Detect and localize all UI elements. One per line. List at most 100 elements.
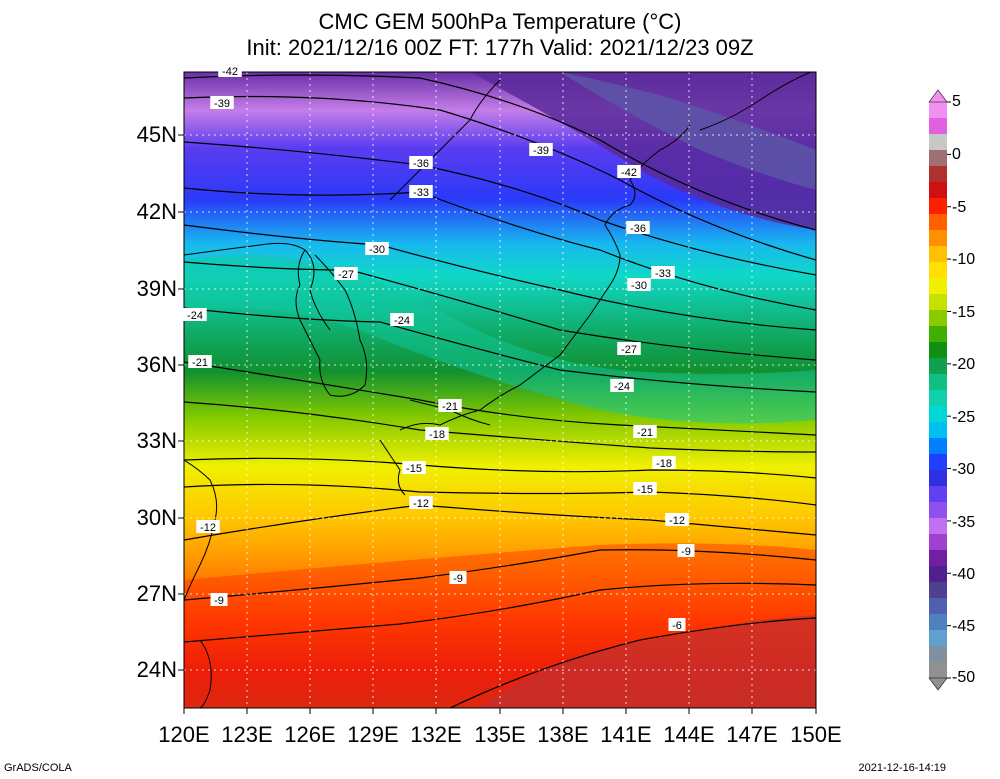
contour-label-box	[633, 482, 657, 495]
contour-label-box	[652, 456, 676, 469]
contour-label-box	[196, 520, 220, 533]
colorbar-swatch	[929, 262, 947, 279]
render-timestamp: 2021-12-16-14:19	[858, 762, 946, 774]
colorbar-swatch	[929, 390, 947, 407]
lat-label: 24N	[136, 657, 177, 682]
lon-label: 120E	[158, 722, 210, 747]
colorbar-swatch	[929, 150, 947, 167]
colorbar-swatch	[929, 374, 947, 391]
colorbar-swatch	[929, 278, 947, 295]
lon-label: 141E	[600, 722, 652, 747]
contour-label: -24	[394, 315, 410, 327]
contour-label-box	[668, 618, 686, 631]
contour-label-box	[334, 267, 358, 280]
contour-label-box	[438, 399, 462, 412]
lat-label: 39N	[136, 276, 177, 301]
contour-label-box	[449, 571, 467, 584]
contour-label: -21	[637, 427, 653, 439]
contour-label-box	[610, 379, 634, 392]
colorbar-swatch	[929, 310, 947, 327]
colorbar-tick-label: -20	[952, 356, 976, 373]
colorbar-tick-label: -25	[952, 409, 976, 426]
contour-label: -15	[406, 463, 422, 475]
contour-label: -27	[338, 269, 354, 281]
colorbar-swatch	[929, 630, 947, 647]
colorbar-swatch	[929, 134, 947, 151]
contour-label-box	[409, 156, 433, 169]
colorbar-swatch	[929, 214, 947, 231]
coastlines	[184, 72, 813, 708]
contour-label: -36	[413, 158, 429, 170]
contour-label: -9	[453, 573, 463, 585]
colorbar-swatch	[929, 550, 947, 567]
colorbar-swatch	[929, 246, 947, 263]
contour-label: -33	[655, 268, 671, 280]
colorbar-swatch	[929, 502, 947, 519]
contour-label: -12	[200, 522, 216, 534]
contour-label-box	[651, 266, 675, 279]
lat-label: 45N	[136, 122, 177, 147]
contour-label-box	[183, 308, 207, 321]
contour-label-box	[425, 427, 449, 440]
colorbar-tick-label: 5	[952, 93, 961, 110]
contour-label-box	[665, 513, 689, 526]
contour-label-box	[402, 461, 426, 474]
colorbar-swatch	[929, 326, 947, 343]
contour-label: -36	[630, 223, 646, 235]
colorbar-swatch	[929, 358, 947, 375]
colorbar-tick-label: -30	[952, 461, 976, 478]
contour-label-box	[626, 221, 650, 234]
lon-label: 144E	[663, 722, 715, 747]
colorbar-tick-label: -40	[952, 566, 976, 583]
lon-label: 135E	[474, 722, 526, 747]
colorbar-swatch	[929, 598, 947, 615]
contour-label: -12	[413, 498, 429, 510]
colorbar-tick-label: -50	[952, 669, 976, 686]
contour-label: -42	[222, 66, 238, 78]
colorbar-swatch	[929, 662, 947, 679]
contour-label-box	[218, 64, 242, 77]
contour-labels: -42 -39 -36 -33 -39 -42 -36 -33 -30 -27 -30 -24 -24 -…	[183, 64, 695, 632]
colorbar-swatch	[929, 182, 947, 199]
contour-label-box	[627, 278, 651, 291]
colorbar-swatch	[929, 454, 947, 471]
lon-label: 138E	[537, 722, 589, 747]
contour-label-box	[409, 185, 433, 198]
contour-label: -24	[187, 310, 203, 322]
contour-label-box	[210, 593, 228, 606]
lon-label: 129E	[347, 722, 399, 747]
colorbar-swatch	[929, 118, 947, 135]
contour-label-box	[617, 165, 641, 178]
contour-label-box	[633, 425, 657, 438]
lat-label: 36N	[136, 352, 177, 377]
colorbar-max-arrow	[928, 89, 948, 103]
lon-label: 150E	[790, 722, 842, 747]
map-title: CMC GEM 500hPa Temperature (°C)	[318, 9, 682, 34]
lat-label: 42N	[136, 199, 177, 224]
contour-label: -30	[631, 280, 647, 292]
contour-label-box	[188, 355, 212, 368]
contour-label: -6	[672, 620, 682, 632]
contour-label: -27	[621, 344, 637, 356]
contour-label-box	[529, 143, 553, 156]
colorbar-swatch	[929, 406, 947, 423]
contour-label: -9	[214, 595, 224, 607]
colorbar-swatch	[929, 646, 947, 663]
lon-label: 147E	[726, 722, 778, 747]
colorbar-swatch	[929, 582, 947, 599]
contour-label-box	[617, 342, 641, 355]
contour-label: -18	[429, 429, 445, 441]
colorbar-swatch	[929, 614, 947, 631]
contour-label: -33	[413, 187, 429, 199]
colorbar-swatch	[929, 342, 947, 359]
colorbar-tick-label: -35	[952, 514, 976, 531]
axis-ticks	[178, 134, 817, 714]
contour-label: -42	[621, 167, 637, 179]
colorbar-swatch	[929, 198, 947, 215]
colorbar-swatch	[929, 230, 947, 247]
colorbar-swatch	[929, 166, 947, 183]
map-subtitle: Init: 2021/12/16 00Z FT: 177h Valid: 202…	[246, 35, 754, 60]
colorbar-swatch	[929, 534, 947, 551]
contour-label-box	[409, 496, 433, 509]
